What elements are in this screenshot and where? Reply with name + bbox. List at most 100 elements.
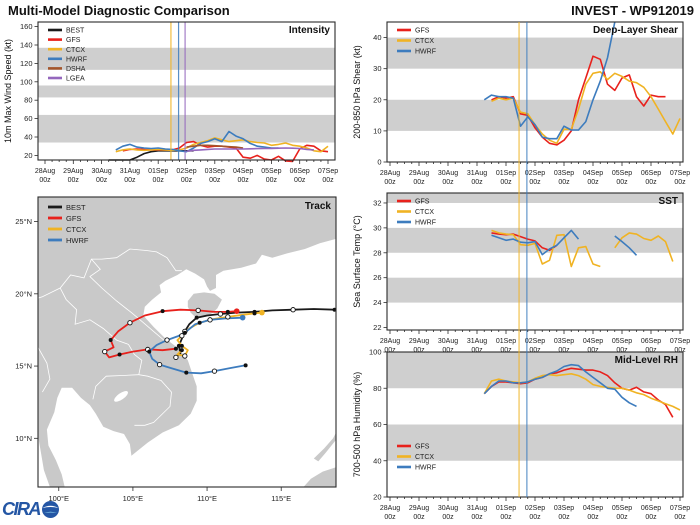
intensity-shaded-band bbox=[38, 47, 335, 70]
svg-text:30Aug: 30Aug bbox=[438, 505, 458, 512]
svg-text:06Sep: 06Sep bbox=[641, 505, 661, 512]
svg-text:00z: 00z bbox=[322, 177, 334, 184]
sst-corner-label: SST bbox=[659, 196, 678, 207]
svg-text:07Sep: 07Sep bbox=[318, 168, 338, 175]
svg-text:04Sep: 04Sep bbox=[583, 338, 603, 345]
svg-text:00z: 00z bbox=[558, 179, 570, 186]
svg-text:110°E: 110°E bbox=[197, 494, 217, 503]
legend-item-gfs: GFS bbox=[397, 444, 430, 451]
legend-item-gfs: GFS bbox=[48, 37, 81, 44]
svg-text:BEST: BEST bbox=[66, 28, 85, 35]
svg-text:HWRF: HWRF bbox=[415, 465, 436, 472]
track-marker-open bbox=[225, 314, 231, 320]
track-panel: 100°E 105°E 110°E 115°E 25°N 20°N 15°N 10°N Trac… bbox=[15, 196, 337, 503]
svg-text:CTCX: CTCX bbox=[415, 454, 434, 461]
svg-text:00z: 00z bbox=[471, 514, 483, 521]
svg-text:00z: 00z bbox=[558, 514, 570, 521]
svg-text:60: 60 bbox=[373, 420, 381, 429]
svg-text:04Sep: 04Sep bbox=[583, 170, 603, 177]
svg-text:32: 32 bbox=[373, 198, 381, 207]
track-marker-fix bbox=[179, 343, 184, 348]
svg-text:LGEA: LGEA bbox=[66, 76, 85, 83]
intensity-shaded-band bbox=[38, 85, 335, 98]
svg-text:20: 20 bbox=[373, 95, 381, 104]
svg-text:00z: 00z bbox=[413, 179, 425, 186]
svg-text:00z: 00z bbox=[587, 347, 599, 354]
cira-globe-icon bbox=[42, 501, 59, 518]
svg-text:00z: 00z bbox=[68, 177, 80, 184]
svg-text:00z: 00z bbox=[674, 347, 686, 354]
svg-text:04Sep: 04Sep bbox=[233, 168, 253, 175]
svg-text:40: 40 bbox=[373, 33, 381, 42]
track-marker-fix bbox=[197, 320, 202, 325]
svg-text:31Aug: 31Aug bbox=[120, 168, 140, 175]
sst-panel: 28Aug 00z 29Aug 00z 30Aug 00z 31Aug 00z 01Sep 00z… bbox=[352, 192, 690, 354]
svg-text:05Sep: 05Sep bbox=[612, 505, 632, 512]
legend-item-ctcx: CTCX bbox=[397, 38, 434, 45]
svg-text:00z: 00z bbox=[529, 179, 541, 186]
svg-text:CTCX: CTCX bbox=[415, 209, 434, 216]
svg-text:00z: 00z bbox=[384, 514, 396, 521]
svg-text:01Sep: 01Sep bbox=[496, 505, 516, 512]
svg-text:01Sep: 01Sep bbox=[148, 168, 168, 175]
svg-text:07Sep: 07Sep bbox=[670, 505, 690, 512]
svg-text:00z: 00z bbox=[181, 177, 193, 184]
track-marker-open bbox=[195, 307, 201, 314]
svg-text:02Sep: 02Sep bbox=[525, 170, 545, 177]
svg-text:30: 30 bbox=[373, 223, 381, 232]
svg-text:160: 160 bbox=[20, 22, 33, 31]
svg-text:100: 100 bbox=[20, 77, 33, 86]
rh-ylabel: 700-500 hPa Humidity (%) bbox=[352, 372, 362, 478]
legend-item-lgea: LGEA bbox=[48, 76, 85, 83]
country-border bbox=[38, 248, 182, 299]
svg-text:07Sep: 07Sep bbox=[670, 170, 690, 177]
cira-logo-text: CIRA bbox=[2, 499, 42, 519]
svg-text:00z: 00z bbox=[124, 177, 136, 184]
track-endpoint-gfs bbox=[233, 308, 240, 314]
track-marker-fix bbox=[252, 311, 257, 316]
country-border bbox=[92, 374, 139, 400]
intensity-shaded-band bbox=[38, 114, 335, 143]
svg-text:10: 10 bbox=[373, 126, 381, 135]
svg-text:GFS: GFS bbox=[415, 199, 430, 206]
track-marker-fix bbox=[225, 309, 230, 314]
svg-text:30Aug: 30Aug bbox=[438, 338, 458, 345]
svg-text:GFS: GFS bbox=[415, 444, 430, 451]
rh-series-hwrf bbox=[483, 363, 637, 408]
track-marker-fix bbox=[194, 315, 199, 320]
svg-text:00z: 00z bbox=[39, 177, 51, 184]
svg-text:00z: 00z bbox=[616, 179, 628, 186]
country-border bbox=[59, 287, 143, 375]
svg-text:31Aug: 31Aug bbox=[467, 505, 487, 512]
track-corner-label: Track bbox=[305, 201, 332, 212]
svg-text:04Sep: 04Sep bbox=[583, 505, 603, 512]
land-polygon bbox=[38, 197, 336, 487]
svg-text:120: 120 bbox=[20, 59, 33, 68]
svg-text:05Sep: 05Sep bbox=[261, 168, 281, 175]
legend-item-ctcx: CTCX bbox=[397, 209, 434, 216]
legend-item-gfs: GFS bbox=[397, 199, 430, 206]
svg-text:15°N: 15°N bbox=[15, 362, 32, 371]
intensity-corner-label: Intensity bbox=[289, 25, 331, 36]
svg-text:20: 20 bbox=[24, 151, 32, 160]
svg-text:00z: 00z bbox=[237, 177, 249, 184]
legend-item-ctcx: CTCX bbox=[48, 47, 85, 54]
legend-item-best: BEST bbox=[48, 28, 85, 35]
figure-title: Multi-Model Diagnostic Comparison bbox=[8, 3, 230, 18]
svg-text:HWRF: HWRF bbox=[66, 236, 89, 245]
svg-text:31Aug: 31Aug bbox=[467, 338, 487, 345]
track-marker-fix bbox=[117, 352, 122, 357]
track-marker-open bbox=[211, 368, 218, 374]
lake bbox=[114, 391, 128, 402]
svg-text:00z: 00z bbox=[616, 347, 628, 354]
track-endpoint-ctcx bbox=[259, 309, 265, 316]
track-marker-open bbox=[173, 354, 179, 361]
svg-text:00z: 00z bbox=[645, 179, 657, 186]
legend-item-hwrf: HWRF bbox=[397, 49, 436, 56]
track-marker-open bbox=[182, 353, 188, 359]
svg-text:05Sep: 05Sep bbox=[612, 338, 632, 345]
svg-text:GFS: GFS bbox=[415, 28, 430, 35]
intensity-series-dsha bbox=[186, 144, 244, 149]
svg-text:28Aug: 28Aug bbox=[380, 170, 400, 177]
intensity-panel: 28Aug 00z 29Aug 00z 30Aug 00z 31Aug 00z 01Sep 00z… bbox=[3, 21, 338, 184]
